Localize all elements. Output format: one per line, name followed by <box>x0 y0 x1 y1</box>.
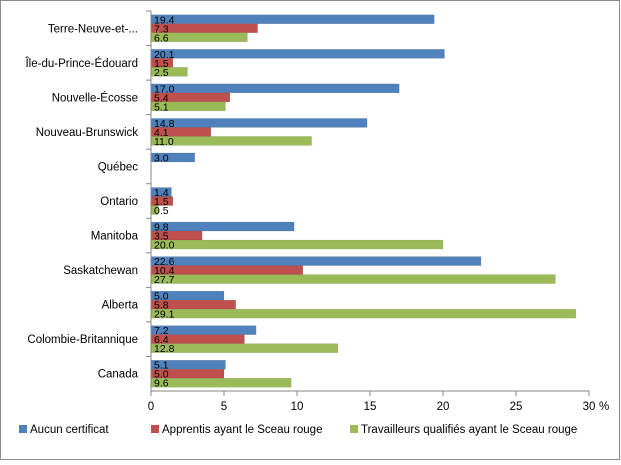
category-label: Nouveau-Brunswick <box>36 127 139 139</box>
data-label: 3.0 <box>154 152 169 164</box>
x-tick-label: 15 <box>364 401 377 413</box>
x-tick-label: 0 <box>148 401 154 413</box>
data-label: 2.5 <box>154 67 169 79</box>
data-label: 5.8 <box>154 300 169 312</box>
bar <box>150 49 445 59</box>
data-label: 1.5 <box>154 58 169 70</box>
bar <box>150 83 400 94</box>
bar <box>150 256 482 266</box>
category-labels: Terre-Neuve-et-... Île-du-Prince-Édouard N… <box>24 23 138 380</box>
bars-group: 19.47.36.620.11.52.517.05.45.114.84.111.… <box>150 14 577 390</box>
category-label: Canada <box>98 369 139 381</box>
data-label: 5.0 <box>154 291 169 303</box>
category-label: Ontario <box>100 196 138 208</box>
x-axis: 0 5 10 15 20 25 30% <box>146 10 609 413</box>
bar <box>150 274 556 284</box>
data-label: 6.6 <box>154 32 169 44</box>
data-label: 5.4 <box>154 92 169 104</box>
bar <box>150 343 339 353</box>
legend-swatch <box>350 425 358 433</box>
data-label: 6.4 <box>154 334 169 346</box>
category-label: Alberta <box>102 300 139 312</box>
data-label: 20.1 <box>154 49 175 61</box>
data-label: 7.2 <box>154 325 169 337</box>
category-label: Saskatchewan <box>63 265 138 277</box>
x-tick-label: 5 <box>221 401 227 413</box>
bar <box>150 239 444 250</box>
bar <box>150 377 292 388</box>
x-tick-label: 20 <box>437 401 450 413</box>
data-label: 4.1 <box>154 127 169 139</box>
bar <box>150 118 368 128</box>
legend-swatch <box>19 425 27 433</box>
data-label: 17.0 <box>154 83 175 95</box>
category-label: Québec <box>98 161 139 173</box>
data-label: 11.0 <box>154 136 174 148</box>
category-label: Terre-Neuve-et-... <box>48 23 138 35</box>
data-label: 9.8 <box>154 222 169 234</box>
category-label: Colombie-Britannique <box>27 334 138 346</box>
legend-label: Apprentis ayant le Sceau rouge <box>162 424 322 436</box>
data-label: 5.1 <box>154 101 169 113</box>
bar <box>150 221 295 232</box>
data-label: 3.5 <box>154 231 169 243</box>
data-label: 19.4 <box>154 14 175 26</box>
data-label: 22.6 <box>154 256 175 268</box>
data-label: 14.8 <box>154 118 175 130</box>
x-tick-label: 30 <box>583 401 596 413</box>
data-label: 5.0 <box>154 369 169 381</box>
data-label: 12.8 <box>154 343 175 355</box>
data-label: 1.5 <box>154 196 169 208</box>
bar <box>150 14 435 25</box>
bar <box>150 136 312 146</box>
data-label: 7.3 <box>154 23 169 35</box>
category-label: Manitoba <box>91 231 139 243</box>
data-label: 20.0 <box>154 240 175 252</box>
legend: Aucun certificat Apprentis ayant le Sceau… <box>19 424 577 436</box>
data-label: 9.6 <box>154 378 169 390</box>
legend-label: Travailleurs qualifiés ayant le Sceau ro… <box>361 424 577 436</box>
category-label: Nouvelle-Écosse <box>52 91 138 104</box>
x-unit-label: % <box>599 401 609 413</box>
data-label: 0.5 <box>154 205 169 217</box>
bar <box>150 308 577 319</box>
data-label: 29.1 <box>154 309 175 321</box>
data-label: 27.7 <box>154 274 175 286</box>
x-tick-label: 10 <box>291 401 304 413</box>
legend-label: Aucun certificat <box>30 424 109 436</box>
x-tick-label: 25 <box>510 401 523 413</box>
data-label: 10.4 <box>154 265 175 277</box>
category-label: Île-du-Prince-Édouard <box>24 57 138 70</box>
data-label: 1.4 <box>154 187 169 199</box>
legend-swatch <box>151 425 159 433</box>
data-label: 5.1 <box>154 360 169 372</box>
